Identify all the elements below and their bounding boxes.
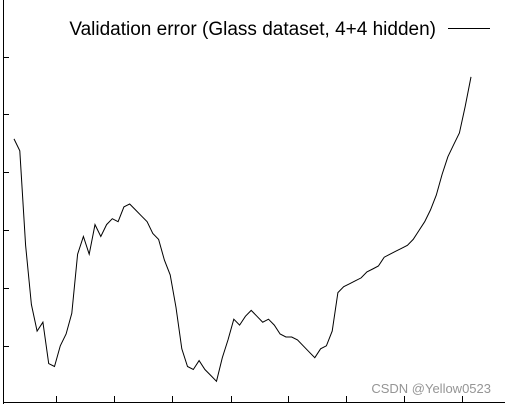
series-line-validation-error xyxy=(13,76,472,383)
legend-label: Validation error (Glass dataset, 4+4 hid… xyxy=(69,19,436,40)
plot-frame xyxy=(3,0,505,404)
series-layer xyxy=(13,76,472,383)
legend: Validation error (Glass dataset, 4+4 hid… xyxy=(69,19,490,40)
watermark: CSDN @Yellow0523 xyxy=(371,381,491,396)
axis-ticks xyxy=(3,57,463,403)
